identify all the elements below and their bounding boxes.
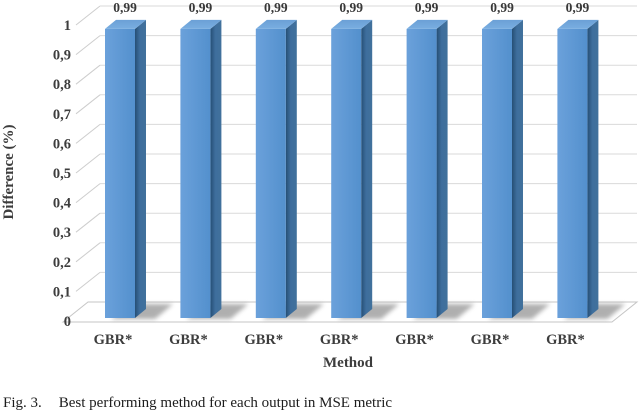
bar-front-face — [406, 28, 437, 318]
bar-front-face — [105, 28, 135, 318]
category-label: GBR* — [94, 332, 133, 348]
y-tick-label: 0,5 — [53, 166, 71, 182]
bar-layer — [105, 19, 626, 319]
bar-top-face — [180, 19, 222, 29]
axis-tick-connector — [75, 242, 101, 263]
bar-side-face — [210, 19, 222, 318]
axis-tick-connector — [75, 64, 101, 85]
axis-tick-connector — [75, 153, 101, 174]
bar-chart: 0 0,1 0,2 0,3 0,4 0,5 0,6 0,7 0,8 0,9 1 0,99 GBR* 0,9… — [1, 0, 639, 371]
bar-front-face — [180, 28, 211, 318]
bar-value-label: 0,99 — [490, 0, 514, 15]
category-label: GBR* — [395, 332, 434, 348]
bar-value-label: 0,99 — [264, 0, 288, 15]
bar-top-face — [482, 19, 523, 29]
label-layer: 0 0,1 0,2 0,3 0,4 0,5 0,6 0,7 0,8 0,9 1 0,99 GBR* 0,9… — [53, 0, 590, 348]
axis-tick-connector — [75, 5, 101, 26]
bar-side-face — [512, 19, 523, 318]
x-axis-title: Method — [323, 355, 374, 371]
axis-tick-connector — [75, 183, 101, 203]
bar-side-face — [587, 19, 599, 318]
bar-top-face — [331, 19, 373, 29]
y-tick-label: 0,7 — [53, 107, 71, 123]
bar-side-face — [361, 19, 373, 318]
bar-value-label: 0,99 — [339, 0, 363, 15]
bar-value-label: 0,99 — [566, 0, 590, 15]
category-label: GBR* — [169, 332, 208, 348]
axis-tick-connector — [75, 94, 101, 115]
bar-side-face — [285, 19, 297, 318]
y-tick-label: 1 — [64, 18, 71, 34]
category-label: GBR* — [546, 332, 585, 348]
bar-value-label: 0,99 — [415, 0, 439, 15]
axis-tick-connector — [75, 35, 101, 55]
bar-top-face — [406, 19, 448, 29]
y-tick-label: 0 — [64, 314, 71, 330]
bar-top-face — [105, 19, 146, 29]
bar-top-face — [255, 19, 297, 29]
y-tick-label: 0,8 — [53, 77, 71, 93]
bar-front-face — [331, 28, 362, 318]
bar-side-face — [436, 19, 448, 318]
figure-caption-text: Best performing method for each output i… — [58, 395, 393, 411]
y-tick-label: 0,3 — [53, 225, 71, 241]
category-label: GBR* — [244, 332, 283, 348]
bar-value-label: 0,99 — [113, 0, 137, 15]
figure-caption-number: Fig. 3. — [3, 395, 42, 411]
y-tick-label: 0,2 — [53, 255, 71, 271]
y-tick-label: 0,4 — [53, 196, 71, 212]
bar-front-face — [255, 28, 286, 318]
bar-top-face — [557, 19, 599, 29]
y-tick-label: 0,6 — [53, 136, 71, 152]
bar-value-label: 0,99 — [189, 0, 213, 15]
axis-tick-connector — [75, 124, 101, 144]
category-label: GBR* — [471, 332, 510, 348]
bar-front-face — [557, 28, 588, 318]
axis-tick-connector — [75, 212, 101, 233]
y-tick-label: 0,1 — [53, 284, 71, 300]
bar-side-face — [135, 19, 146, 318]
axis-tick-connector — [75, 272, 101, 292]
y-axis-title: Difference (%) — [1, 124, 17, 219]
category-label: GBR* — [320, 332, 359, 348]
y-tick-label: 0,9 — [53, 48, 71, 64]
bar-front-face — [482, 28, 512, 318]
